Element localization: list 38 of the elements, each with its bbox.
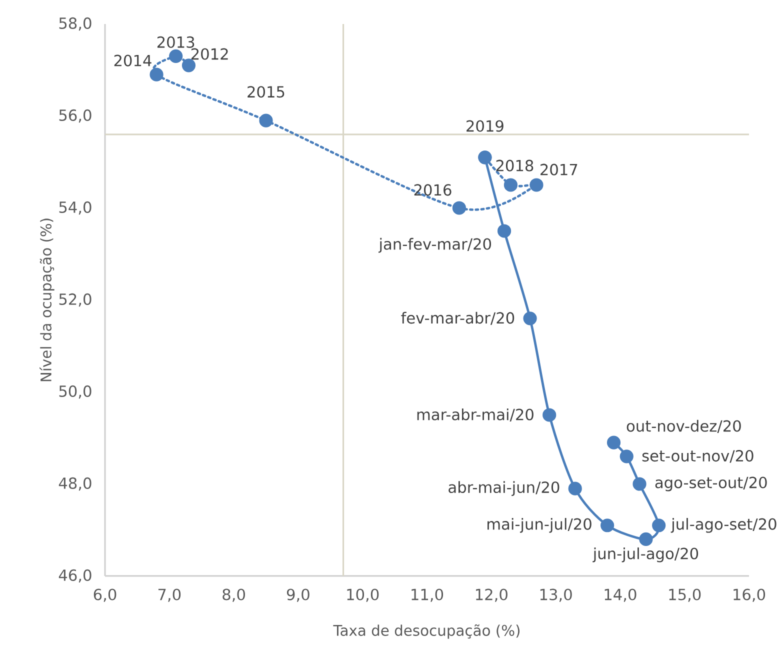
annotation: mar-abr-mai/20 bbox=[417, 408, 534, 422]
x-tick-label: 7,0 bbox=[158, 588, 181, 602]
x-tick-label: 14,0 bbox=[604, 588, 636, 602]
y-tick-label: 58,0 bbox=[59, 17, 92, 31]
x-axis-title: Taxa de desocupação (%) bbox=[333, 624, 520, 639]
annotation: out-nov-dez/20 bbox=[626, 420, 741, 433]
annotation: jun-jul-ago/20 bbox=[592, 547, 698, 562]
x-tick-label: 6,0 bbox=[94, 588, 116, 602]
annotation: 2013 bbox=[157, 36, 194, 48]
y-axis-title: Nível da ocupação (%) bbox=[40, 218, 54, 382]
y-tick-label: 56,0 bbox=[59, 109, 92, 123]
annotation: 2019 bbox=[466, 120, 504, 132]
annotation: jan-fev-mar/20 bbox=[378, 238, 492, 253]
annotation: jul-ago-set/20 bbox=[670, 518, 776, 533]
x-tick-label: 13,0 bbox=[540, 588, 572, 602]
y-tick-label: 46,0 bbox=[58, 569, 92, 583]
x-tick-label: 15,0 bbox=[669, 588, 701, 602]
annotation: 2015 bbox=[248, 86, 284, 98]
y-tick-label: 50,0 bbox=[59, 385, 92, 399]
annotation: set-out-nov/20 bbox=[642, 450, 754, 463]
annotation: mai-jun-jul/20 bbox=[488, 518, 592, 533]
annotation: 2012 bbox=[191, 48, 228, 60]
annotation: abr-mai-jun/20 bbox=[448, 481, 560, 496]
annotation: 2018 bbox=[496, 160, 534, 172]
x-tick-label: 12,0 bbox=[476, 588, 508, 602]
x-tick-label: 10,0 bbox=[347, 588, 379, 602]
y-tick-label: 48,0 bbox=[58, 477, 92, 491]
x-tick-label: 11,0 bbox=[412, 588, 444, 602]
annotation: ago-set-out/20 bbox=[655, 476, 767, 492]
y-tick-label: 54,0 bbox=[59, 201, 92, 215]
annotation: 2016 bbox=[414, 184, 452, 196]
annotation: 2014 bbox=[114, 54, 152, 66]
annotation: 2017 bbox=[540, 164, 578, 176]
x-tick-label: 16,0 bbox=[734, 588, 766, 602]
y-tick-label: 52,0 bbox=[59, 293, 92, 307]
x-tick-label: 8,0 bbox=[222, 588, 245, 602]
annotation: fev-mar-abr/20 bbox=[401, 312, 514, 325]
x-tick-label: 9,0 bbox=[286, 588, 310, 602]
